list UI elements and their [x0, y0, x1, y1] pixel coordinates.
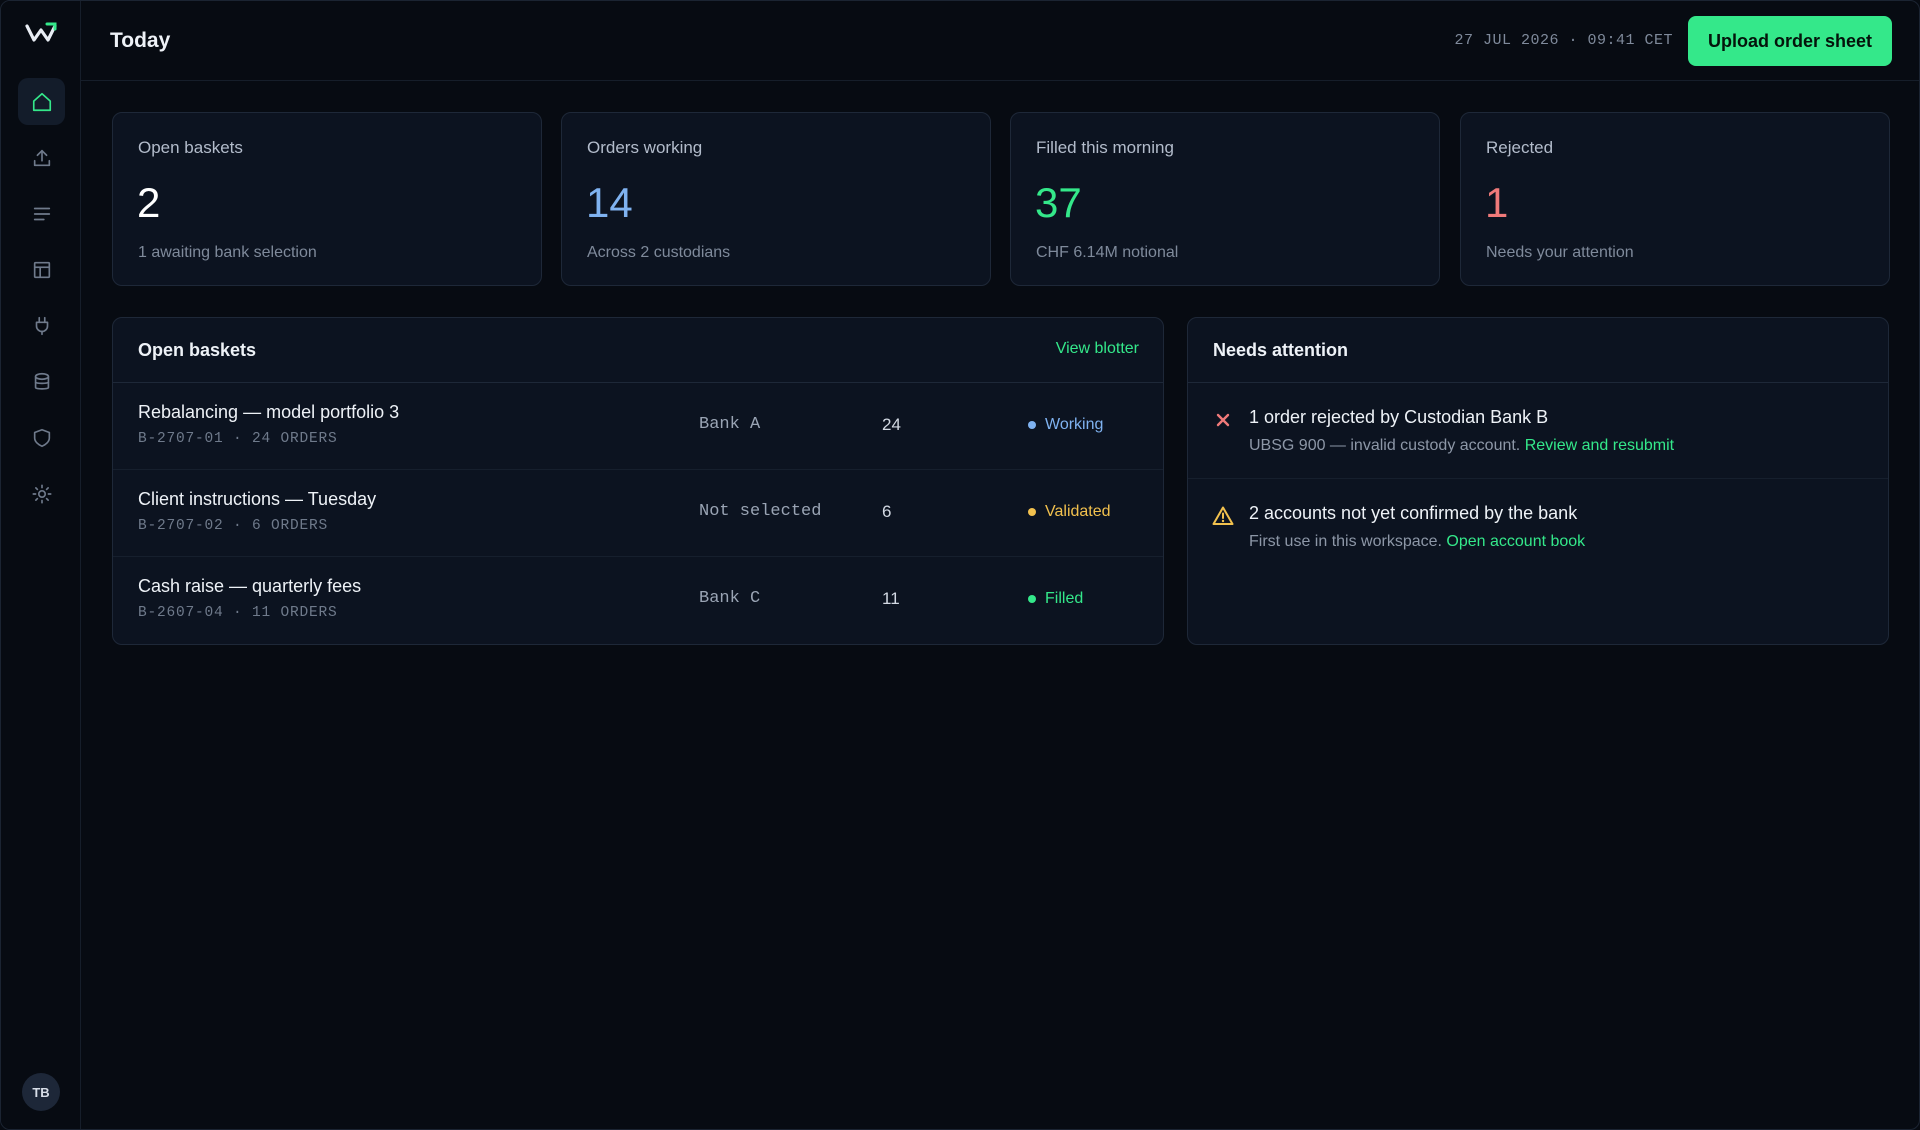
basket-order-count: 6: [882, 502, 892, 521]
plug-icon: [35, 316, 48, 335]
panel-title: Open baskets: [138, 340, 257, 360]
stat-subtext: 1 awaiting bank selection: [138, 244, 317, 261]
upload-order-sheet-button[interactable]: Upload order sheet: [1688, 16, 1892, 66]
stat-subtext: CHF 6.14M notional: [1036, 244, 1179, 261]
stat-card-orders-working[interactable]: Orders working 14 Across 2 custodians: [561, 112, 991, 286]
sidebar-item-plug[interactable]: [18, 302, 65, 349]
logo-icon[interactable]: [25, 21, 57, 45]
status-dot: [1028, 595, 1036, 603]
basket-bank: Not selected: [699, 502, 822, 521]
panel-header: Needs attention: [1188, 318, 1888, 383]
top-bar: Today 27 JUL 2026 · 09:41 CET Upload ord…: [81, 1, 1919, 81]
stat-label: Orders working: [587, 138, 703, 157]
stat-label: Filled this morning: [1036, 138, 1174, 157]
stat-subtext: Across 2 custodians: [587, 244, 731, 261]
attention-desc-text: UBSG 900 — invalid custody account.: [1249, 437, 1521, 454]
basket-name: Rebalancing — model portfolio 3: [138, 402, 400, 422]
page-title: Today: [110, 29, 171, 52]
sidebar: TB: [1, 1, 81, 1129]
stat-value: 14: [586, 179, 633, 226]
status-label: Filled: [1045, 590, 1084, 607]
status-dot: [1028, 508, 1036, 516]
open-baskets-panel: Open baskets View blotter Rebalancing — …: [112, 317, 1164, 645]
datetime-display: 27 JUL 2026 · 09:41 CET: [1454, 32, 1673, 49]
warning-icon: [1212, 506, 1234, 525]
attention-item: 1 order rejected by Custodian Bank B UBS…: [1188, 383, 1888, 479]
stat-label: Rejected: [1486, 138, 1554, 157]
attention-desc-text: First use in this workspace.: [1249, 533, 1442, 550]
basket-order-count: 11: [882, 589, 900, 608]
view-blotter-link[interactable]: View blotter: [1055, 340, 1139, 357]
sidebar-item-upload[interactable]: [18, 134, 65, 181]
layout-icon: [33, 261, 50, 278]
basket-bank: Bank A: [699, 415, 761, 434]
stat-card-rejected[interactable]: Rejected 1 Needs your attention: [1460, 112, 1890, 286]
sidebar-item-layout[interactable]: [18, 246, 65, 293]
open-account-book-link[interactable]: Open account book: [1446, 533, 1586, 550]
basket-id: B-2707-01 · 24 ORDERS: [138, 431, 338, 447]
basket-order-count: 24: [882, 415, 901, 434]
avatar[interactable]: TB: [22, 1073, 60, 1111]
stat-card-filled[interactable]: Filled this morning 37 CHF 6.14M notiona…: [1010, 112, 1440, 286]
table-row[interactable]: Rebalancing — model portfolio 3 B-2707-0…: [113, 383, 1163, 470]
stat-value: 2: [137, 179, 161, 226]
attention-description: UBSG 900 — invalid custody account. Revi…: [1249, 437, 1674, 455]
attention-item: 2 accounts not yet confirmed by the bank…: [1188, 479, 1888, 575]
table-row[interactable]: Cash raise — quarterly fees B-2607-04 · …: [113, 557, 1163, 644]
status-badge: Filled: [1028, 590, 1083, 608]
attention-title: 1 order rejected by Custodian Bank B: [1249, 407, 1549, 427]
basket-bank: Bank C: [699, 589, 761, 608]
status-badge: Working: [1028, 416, 1103, 434]
needs-attention-panel: Needs attention 1 order rejected by Cust…: [1187, 317, 1889, 645]
panel-title: Needs attention: [1213, 340, 1349, 360]
review-and-resubmit-link[interactable]: Review and resubmit: [1524, 437, 1675, 454]
sidebar-item-database[interactable]: [18, 358, 65, 405]
basket-name: Cash raise — quarterly fees: [138, 576, 362, 596]
basket-name: Client instructions — Tuesday: [138, 489, 377, 509]
settings-icon: [31, 483, 52, 504]
home-icon: [32, 92, 51, 111]
stat-label: Open baskets: [138, 138, 243, 157]
basket-id: B-2707-02 · 6 ORDERS: [138, 518, 329, 534]
panel-header: Open baskets View blotter: [113, 318, 1163, 383]
stat-subtext: Needs your attention: [1486, 244, 1634, 261]
stat-value: 37: [1035, 179, 1082, 226]
attention-title: 2 accounts not yet confirmed by the bank: [1249, 503, 1578, 523]
upload-icon: [33, 149, 50, 166]
sidebar-item-security[interactable]: [18, 414, 65, 461]
sidebar-item-home[interactable]: [18, 78, 65, 125]
shield-icon: [33, 428, 50, 447]
attention-description: First use in this workspace. Open accoun…: [1249, 533, 1585, 551]
database-icon: [34, 372, 49, 390]
sidebar-item-settings[interactable]: [18, 470, 65, 517]
stat-value: 1: [1485, 179, 1509, 226]
status-badge: Validated: [1028, 503, 1111, 521]
stat-card-open-baskets[interactable]: Open baskets 2 1 awaiting bank selection: [112, 112, 542, 286]
sidebar-item-list[interactable]: [18, 190, 65, 237]
table-row[interactable]: Client instructions — Tuesday B-2707-02 …: [113, 470, 1163, 557]
basket-id: B-2607-04 · 11 ORDERS: [138, 605, 338, 621]
status-label: Validated: [1045, 503, 1111, 520]
status-dot: [1028, 421, 1036, 429]
status-label: Working: [1045, 416, 1104, 433]
list-icon: [33, 207, 50, 220]
close-icon: [1216, 413, 1230, 427]
